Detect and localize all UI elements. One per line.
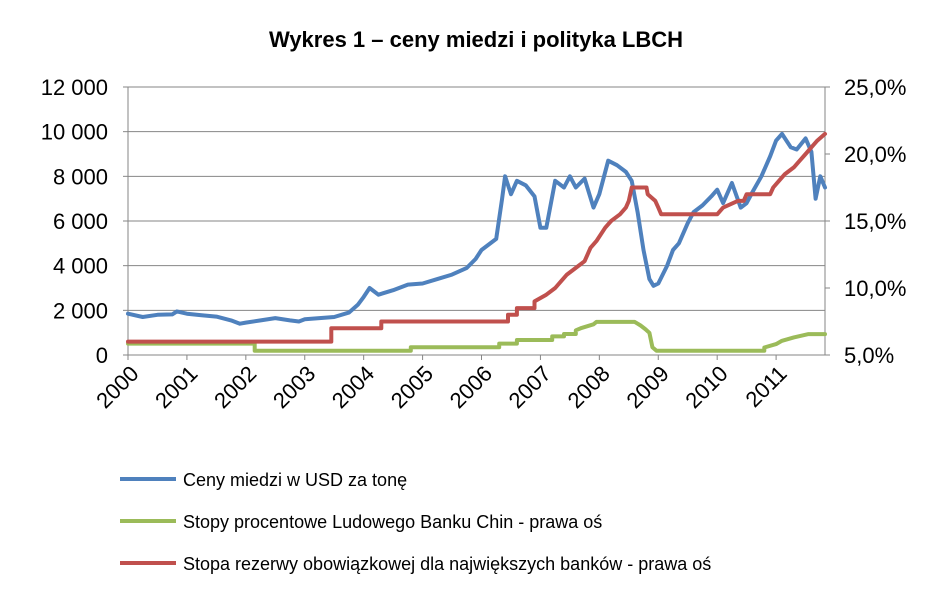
right-axis-tick-label: 10,0% xyxy=(844,276,906,301)
left-axis-tick-label: 12 000 xyxy=(41,75,108,100)
series-line-3 xyxy=(126,131,827,344)
left-axis-tick-label: 4 000 xyxy=(53,254,108,279)
left-axis-tick-label: 10 000 xyxy=(41,120,108,145)
right-axis-tick-label: 5,0% xyxy=(844,343,894,368)
x-axis-tick-label: 2003 xyxy=(268,361,320,413)
x-axis-tick-label: 2009 xyxy=(622,361,674,413)
legend-label: Stopa rezerwy obowiązkowej dla największ… xyxy=(183,554,711,574)
legend-label: Ceny miedzi w USD za tonę xyxy=(183,470,407,490)
legend-label: Stopy procentowe Ludowego Banku Chin - p… xyxy=(183,512,602,532)
series-line-2 xyxy=(126,319,827,353)
chart-title: Wykres 1 – ceny miedzi i polityka LBCH xyxy=(269,27,683,52)
right-axis-tick-label: 20,0% xyxy=(844,142,906,167)
x-axis-tick-label: 2005 xyxy=(386,361,438,413)
x-axis-tick-label: 2010 xyxy=(680,361,732,413)
x-axis-tick-label: 2001 xyxy=(150,361,202,413)
right-axis-tick-label: 15,0% xyxy=(844,209,906,234)
x-axis-tick-label: 2002 xyxy=(209,361,261,413)
gridlines xyxy=(128,131,825,311)
left-axis-tick-label: 6 000 xyxy=(53,209,108,234)
left-axis-tick-label: 0 xyxy=(96,343,108,368)
x-axis-tick-label: 2000 xyxy=(91,361,143,413)
left-axis-tick-label: 8 000 xyxy=(53,164,108,189)
right-axis-tick-label: 25,0% xyxy=(844,75,906,100)
left-axis-tick-label: 2 000 xyxy=(53,298,108,323)
x-axis-tick-label: 2008 xyxy=(563,361,615,413)
x-axis-tick-label: 2006 xyxy=(445,361,497,413)
legend: Ceny miedzi w USD za tonę Stopy procentow… xyxy=(120,470,711,574)
series-line-1 xyxy=(126,131,827,326)
x-axis-tick-label: 2011 xyxy=(741,361,792,412)
series-layer xyxy=(126,131,827,353)
axes: 0 2 000 4 000 6 000 8 000 10 000 12 000 5,0% 10,… xyxy=(41,75,907,413)
x-axis-tick-label: 2004 xyxy=(327,361,379,413)
x-axis-tick-label: 2007 xyxy=(504,361,556,413)
